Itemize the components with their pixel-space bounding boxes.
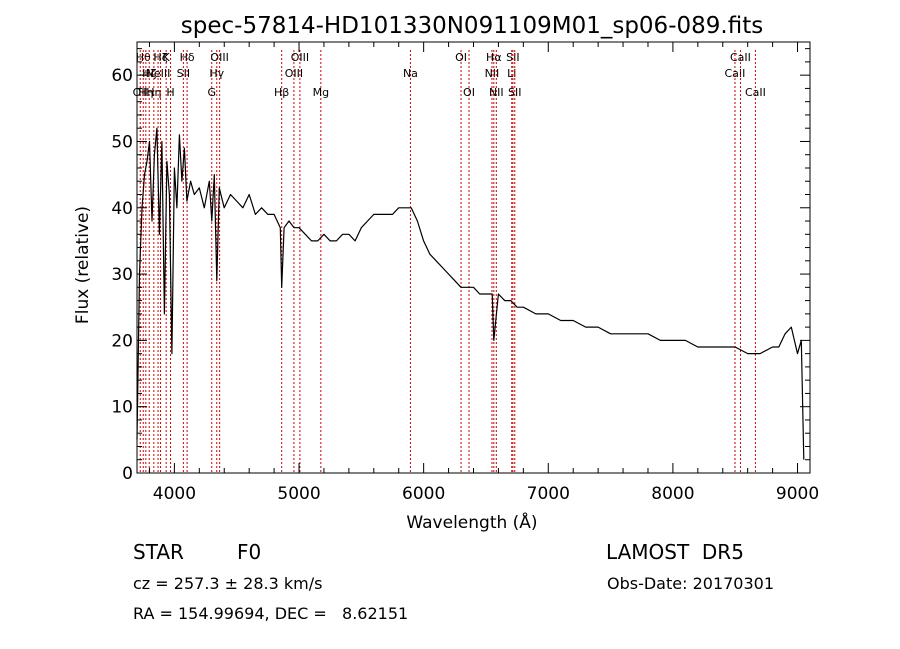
y-tick-label-2: 20 bbox=[111, 331, 133, 351]
coordinates-readout: RA = 154.99694, DEC = 8.62151 bbox=[133, 604, 409, 623]
line-marker-label-1: Hθ bbox=[136, 51, 151, 64]
x-tick-label-3: 7000 bbox=[527, 484, 570, 504]
x-axis-label: Wavelength (Å) bbox=[406, 511, 537, 533]
object-class: STAR bbox=[133, 540, 184, 564]
line-marker-label-9: Hδ bbox=[180, 51, 195, 64]
line-marker-label-4: Hη bbox=[146, 86, 161, 99]
redshift-readout: cz = 257.3 ± 28.3 km/s bbox=[133, 574, 323, 593]
observation-date: Obs-Date: 20170301 bbox=[607, 574, 775, 593]
plot-frame bbox=[136, 41, 811, 474]
line-marker-label-10: SII bbox=[177, 67, 190, 80]
line-marker-label-29: CaII bbox=[745, 86, 766, 99]
y-tick-label-1: 10 bbox=[111, 398, 133, 418]
line-marker-label-23: NII bbox=[489, 86, 504, 99]
spectral-subclass: F0 bbox=[237, 540, 262, 564]
y-tick-label-0: 0 bbox=[122, 464, 133, 484]
line-marker-label-27: CaII bbox=[725, 67, 746, 80]
line-marker-label-26: SII bbox=[508, 86, 521, 99]
line-marker-label-25: SII bbox=[506, 51, 519, 64]
line-marker-label-19: OI bbox=[455, 51, 467, 64]
line-marker-label-0: OII bbox=[133, 86, 148, 99]
chart-title: spec-57814-HD101330N091109M01_sp06-089.f… bbox=[181, 13, 763, 39]
x-tick-label-2: 6000 bbox=[402, 484, 445, 504]
line-marker-label-5: NeIII bbox=[146, 67, 171, 80]
spectrum-series-0 bbox=[136, 127, 805, 460]
line-marker-label-7: K bbox=[163, 51, 171, 64]
line-marker-label-13: OIII bbox=[210, 51, 228, 64]
axis-layer: 4000 5000 6000 7000 8000 9000 0 10 20 30 40 50 60 bbox=[111, 42, 819, 504]
y-tick-label-3: 30 bbox=[111, 265, 133, 285]
line-marker-label-15: OIII bbox=[285, 67, 303, 80]
line-marker-label-28: CaII bbox=[730, 51, 751, 64]
x-tick-label-0: 4000 bbox=[153, 484, 196, 504]
line-marker-label-8: H bbox=[166, 86, 174, 99]
survey-name: LAMOST DR5 bbox=[606, 540, 744, 564]
line-marker-label-12: Hγ bbox=[209, 67, 224, 80]
line-marker-label-21: NII bbox=[485, 67, 500, 80]
line-marker-label-14: Hβ bbox=[274, 86, 289, 99]
line-marker-layer: OIIHθHηHζHηNeIIIHζKHHδSIIGHγOIIIHβOIIIOI… bbox=[133, 50, 766, 473]
line-marker-label-11: G bbox=[208, 86, 217, 99]
y-tick-label-5: 50 bbox=[111, 132, 133, 152]
line-marker-label-3: Hζ bbox=[142, 67, 156, 80]
line-marker-label-17: Mg bbox=[313, 86, 329, 99]
x-tick-label-1: 5000 bbox=[277, 484, 320, 504]
series-layer bbox=[136, 127, 805, 460]
line-marker-label-16: OIII bbox=[291, 51, 309, 64]
line-marker-label-22: Hα bbox=[486, 51, 502, 64]
y-axis-label: Flux (relative) bbox=[73, 206, 93, 324]
y-tick-label-6: 60 bbox=[111, 66, 133, 86]
line-marker-label-20: OI bbox=[463, 86, 475, 99]
y-tick-label-4: 40 bbox=[111, 199, 133, 219]
x-tick-label-4: 8000 bbox=[651, 484, 694, 504]
line-marker-label-24: Li bbox=[507, 67, 516, 80]
line-marker-label-18: Na bbox=[403, 67, 418, 80]
x-tick-label-5: 9000 bbox=[776, 484, 819, 504]
line-marker-label-6: Hζ bbox=[153, 51, 167, 64]
